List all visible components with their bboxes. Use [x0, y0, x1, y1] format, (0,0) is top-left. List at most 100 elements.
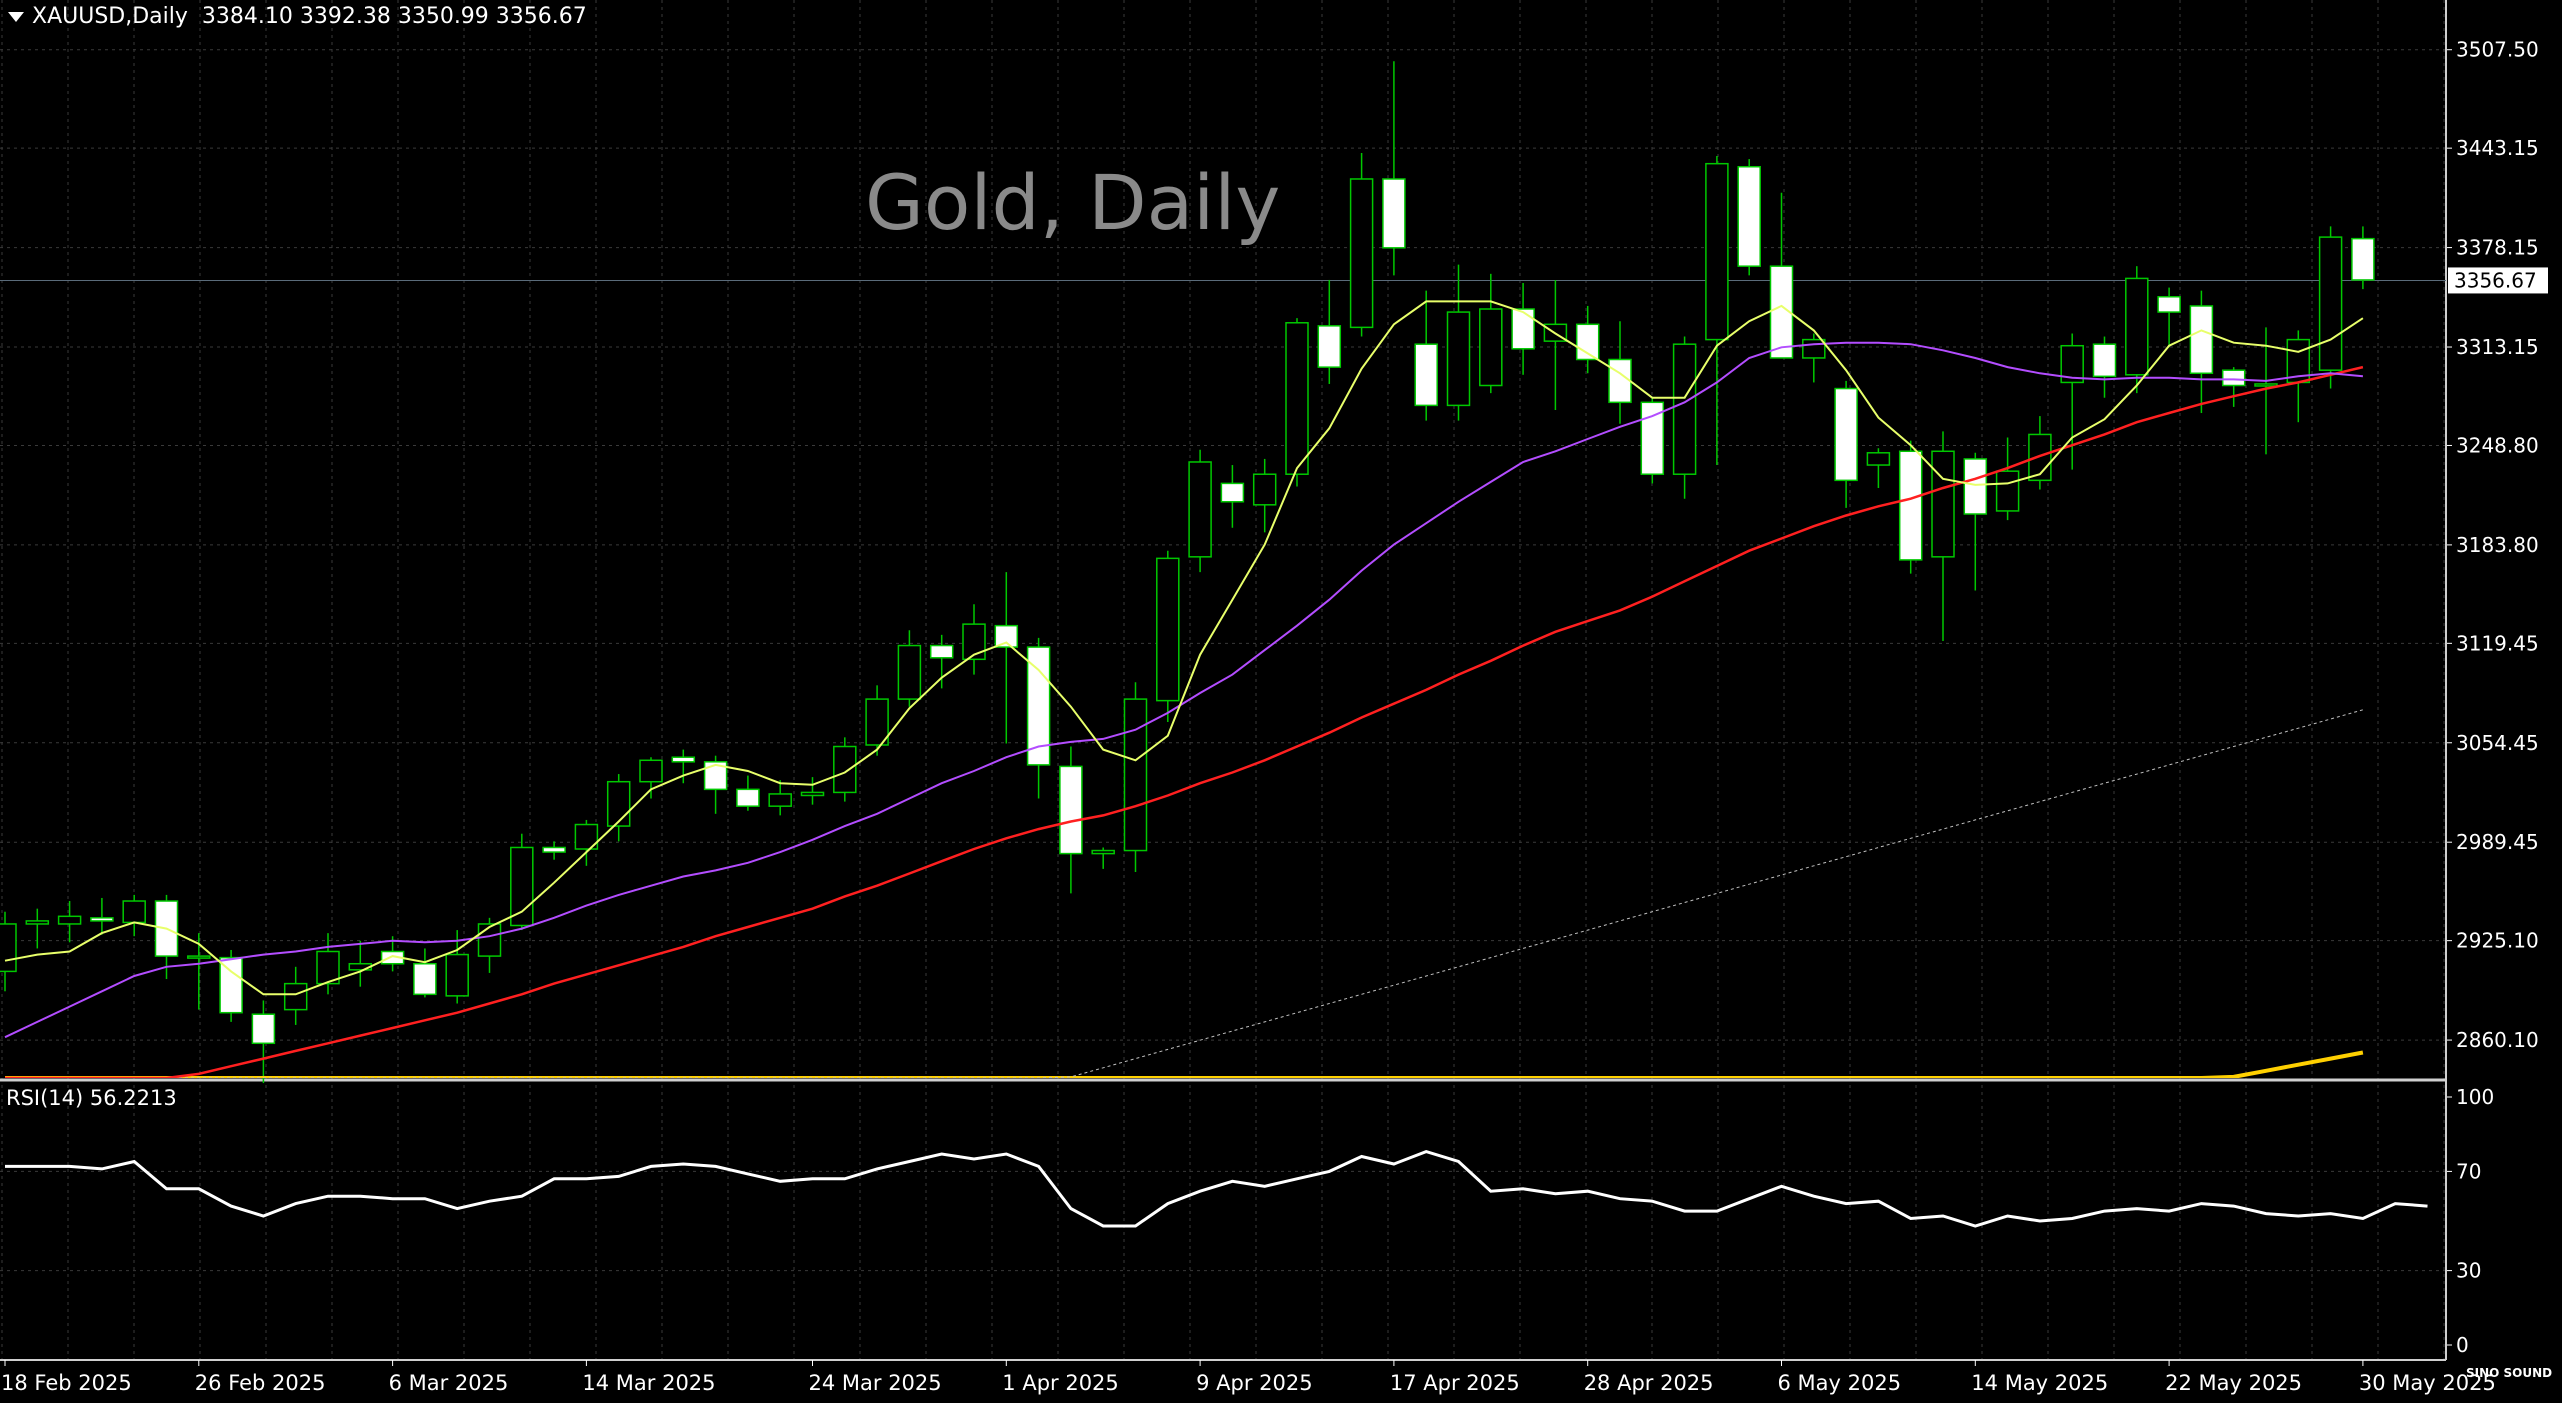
chart-header: XAUUSD,Daily 3384.10 3392.38 3350.99 335… — [8, 4, 587, 29]
bull-candle — [639, 759, 663, 783]
bull-candle — [1866, 452, 1891, 466]
x-tick-label: 18 Feb 2025 — [1, 1371, 132, 1395]
y-tick-label: 3313.15 — [2456, 335, 2539, 359]
bull-candle — [606, 780, 631, 827]
bull-candle — [768, 793, 792, 807]
moving-average-ma-fast — [4, 300, 2364, 996]
bull-candle — [1672, 343, 1697, 475]
y-tick-label: 2925.10 — [2456, 929, 2539, 953]
bear-candle — [994, 624, 1019, 648]
bull-candle — [1252, 473, 1277, 506]
bear-candle — [1737, 165, 1761, 267]
ohlc-values: 3384.10 3392.38 3350.99 3356.67 — [201, 4, 587, 29]
bull-candle — [2125, 277, 2149, 376]
bull-candle — [1802, 338, 1826, 359]
rsi-tick-label: 0 — [2456, 1333, 2469, 1357]
y-tick-label: 3378.15 — [2456, 236, 2539, 260]
bull-candle — [187, 955, 211, 959]
bear-candle — [251, 1013, 276, 1045]
bear-candle — [1382, 178, 1406, 249]
bear-candle — [2092, 343, 2117, 378]
bear-candle — [1898, 450, 1923, 561]
rsi-series-line — [5, 1150, 2428, 1228]
chart-watermark: Gold, Daily — [865, 158, 1281, 247]
bull-candle — [283, 982, 308, 1011]
bull-candle — [1091, 849, 1115, 855]
bull-candle — [1705, 162, 1729, 341]
rsi-tick-label: 70 — [2456, 1159, 2481, 1183]
x-tick-label: 9 Apr 2025 — [1196, 1371, 1312, 1395]
x-tick-label: 14 Mar 2025 — [582, 1371, 715, 1395]
bull-candle — [800, 791, 825, 797]
bull-candle — [477, 923, 502, 957]
moving-average-ma-mid — [4, 341, 2363, 1039]
y-tick-label: 3248.80 — [2456, 433, 2539, 457]
y-tick-label: 2989.45 — [2456, 830, 2539, 854]
bull-candle — [445, 953, 469, 997]
bear-candle — [929, 644, 954, 659]
bull-candle — [2254, 383, 2278, 387]
current-price-box — [2448, 267, 2548, 294]
bull-candle — [316, 950, 340, 985]
bull-candle — [1285, 322, 1309, 475]
moving-average-ma-long — [5, 709, 2364, 1078]
bear-candle — [1608, 358, 1632, 404]
bull-candle — [25, 920, 50, 925]
bull-candle — [1446, 311, 1471, 407]
bear-candle — [736, 788, 760, 807]
y-tick-label: 3183.80 — [2456, 533, 2539, 557]
bear-candle — [671, 756, 696, 763]
bear-candle — [1511, 308, 1535, 350]
bear-candle — [1834, 387, 1858, 482]
bull-candle — [897, 644, 922, 700]
bull-candle — [865, 698, 889, 746]
x-tick-label: 17 Apr 2025 — [1390, 1371, 1520, 1395]
bull-candle — [1931, 450, 1955, 558]
bear-candle — [219, 956, 243, 1014]
bull-candle — [122, 900, 146, 924]
x-tick-label: 28 Apr 2025 — [1584, 1371, 1714, 1395]
y-tick-label: 3054.45 — [2456, 731, 2539, 755]
x-tick-label: 1 Apr 2025 — [1002, 1371, 1118, 1395]
current-price-label: 3356.67 — [2454, 268, 2537, 292]
broker-logo: SINO SOUND — [2466, 1366, 2552, 1380]
bear-candle — [1059, 765, 1083, 855]
x-tick-label: 14 May 2025 — [1971, 1371, 2108, 1395]
y-tick-label: 3507.50 — [2456, 38, 2539, 62]
symbol-label: XAUUSD,Daily — [32, 4, 188, 29]
x-tick-label: 30 May 2025 — [2359, 1371, 2496, 1395]
bull-candle — [510, 846, 534, 927]
bull-candle — [0, 923, 17, 973]
x-tick-label: 6 Mar 2025 — [389, 1371, 509, 1395]
y-tick-label: 3443.15 — [2456, 136, 2539, 160]
bull-candle — [2060, 344, 2084, 384]
bull-candle — [1123, 698, 1148, 852]
bull-candle — [962, 623, 986, 661]
x-tick-label: 26 Feb 2025 — [195, 1371, 326, 1395]
bear-candle — [413, 962, 437, 996]
bear-candle — [703, 761, 728, 791]
bull-candle — [1188, 461, 1212, 558]
y-tick-label: 2860.10 — [2456, 1028, 2539, 1052]
x-tick-label: 22 May 2025 — [2165, 1371, 2302, 1395]
bear-candle — [2189, 305, 2214, 375]
bear-candle — [1640, 401, 1665, 475]
bull-candle — [57, 915, 82, 925]
bull-candle — [2318, 236, 2343, 371]
bear-candle — [90, 917, 114, 922]
bull-candle — [833, 745, 857, 794]
bull-candle — [574, 823, 599, 850]
bear-candle — [542, 846, 566, 853]
bull-candle — [1479, 308, 1503, 387]
x-tick-label: 6 May 2025 — [1778, 1371, 1902, 1395]
rsi-tick-label: 30 — [2456, 1259, 2481, 1283]
chart-menu-triangle-icon[interactable] — [8, 12, 24, 22]
bear-candle — [1414, 343, 1438, 407]
bear-candle — [2351, 237, 2375, 281]
y-tick-label: 3119.45 — [2456, 631, 2539, 655]
bear-candle — [1220, 482, 1245, 503]
bear-candle — [1317, 325, 1342, 368]
rsi-tick-label: 100 — [2456, 1085, 2494, 1109]
